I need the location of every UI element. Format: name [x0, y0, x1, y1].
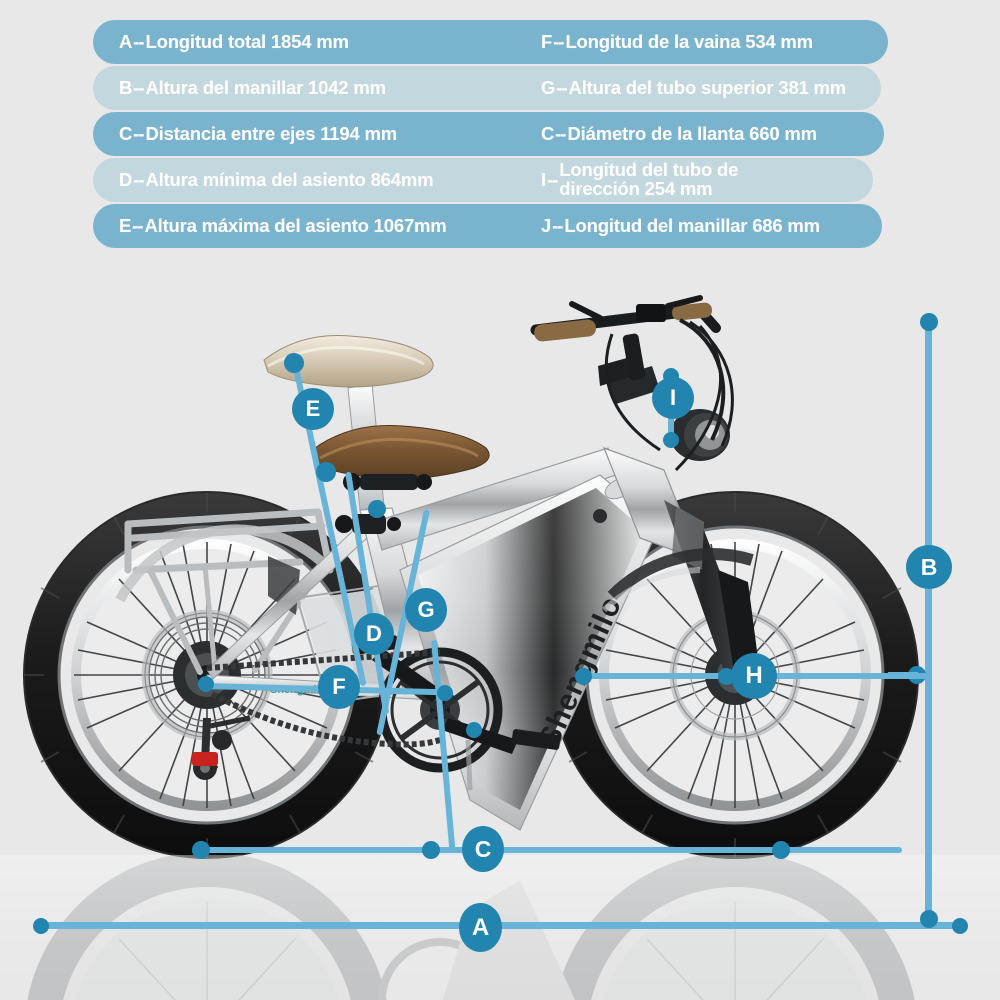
legend-item-f: F -- Longitud de la vaina 534 mm [541, 31, 813, 53]
legend-dash-d: -- [133, 169, 144, 190]
legend-tag-i: I [541, 168, 546, 190]
bike-illustration: Shengmilo [0, 295, 1000, 1000]
legend-dash-h: -- [555, 123, 566, 144]
legend-tag-e: E [119, 215, 132, 236]
measure-badge-c[interactable]: C [462, 826, 504, 872]
legend-item-a: A -- Longitud total 1854 mm [119, 31, 349, 53]
frame-button [593, 509, 607, 523]
grip-right [672, 302, 713, 321]
legend-text-d: Altura mínima del asiento 864mm [145, 169, 434, 190]
front-fender [607, 548, 754, 601]
legend-item-j: J -- Longitud del manillar 686 mm [541, 215, 820, 237]
grip-left [534, 319, 596, 342]
legend-item-b: B -- Altura del manillar 1042 mm [119, 77, 386, 99]
seat-lower [311, 425, 490, 480]
measure-badge-f[interactable]: F [318, 665, 360, 709]
legend-dash-i: -- [546, 168, 558, 190]
legend-row-4: D -- Altura mínima del asiento 864mm I -- Lo… [93, 158, 873, 202]
legend-dash-c: -- [133, 123, 144, 144]
legend-text-g: Altura del tubo superior 381 mm [568, 77, 847, 98]
legend-text-f: Longitud de la vaina 534 mm [565, 31, 813, 52]
legend-text-a: Longitud total 1854 mm [145, 31, 349, 52]
legend-item-d: D -- Altura mínima del asiento 864mm [119, 169, 434, 191]
legend-item-i: I -- Longitud del tubo de dirección 254 mm [541, 159, 814, 199]
legend-item-h: C -- Diámetro de la llanta 660 mm [541, 123, 817, 145]
legend-text-e: Altura máxima del asiento 1067mm [144, 215, 447, 236]
legend-item-e: E -- Altura máxima del asiento 1067mm [119, 215, 447, 237]
legend-panel: A -- Longitud total 1854 mm F -- Longitud de… [93, 20, 888, 250]
measure-badge-b[interactable]: B [906, 545, 952, 589]
legend-dash-b: -- [133, 77, 144, 98]
legend-tag-b: B [119, 77, 133, 98]
measure-badge-a[interactable]: A [459, 903, 502, 952]
legend-text-h: Diámetro de la llanta 660 mm [567, 123, 818, 144]
legend-tag-c: C [119, 123, 133, 144]
legend-row-2: B -- Altura del manillar 1042 mm G -- Altura… [93, 66, 881, 110]
bike-photo: Shengmilo [0, 270, 1000, 1000]
legend-tag-h: C [541, 123, 555, 144]
legend-item-c: C -- Distancia entre ejes 1194 mm [119, 123, 397, 145]
legend-text-c: Distancia entre ejes 1194 mm [145, 123, 398, 144]
legend-item-g: G -- Altura del tubo superior 381 mm [541, 77, 846, 99]
legend-dash-e: -- [132, 215, 143, 236]
legend-row-5: E -- Altura máxima del asiento 1067mm J -- L… [93, 204, 882, 248]
legend-dash-j: -- [552, 215, 563, 236]
rear-rack [124, 508, 334, 675]
chain-lower [210, 691, 441, 748]
legend-tag-j: J [541, 215, 552, 236]
legend-dash-g: -- [556, 77, 567, 98]
legend-text-b: Altura del manillar 1042 mm [145, 77, 387, 98]
legend-text-j: Longitud del manillar 686 mm [564, 215, 820, 236]
measure-badge-g[interactable]: G [405, 588, 447, 632]
legend-text-i: Longitud del tubo de dirección 254 mm [559, 159, 739, 199]
legend-tag-a: A [119, 31, 133, 52]
measure-badge-i[interactable]: I [652, 377, 694, 419]
legend-tag-g: G [541, 77, 556, 98]
legend-dash-f: -- [553, 31, 564, 52]
handlebar-assembly [530, 295, 734, 472]
measure-badge-h[interactable]: H [731, 653, 777, 699]
legend-tag-d: D [119, 169, 133, 190]
rear-derailleur [192, 715, 251, 780]
seat-upper [263, 335, 434, 388]
legend-row-1: A -- Longitud total 1854 mm F -- Longitud de… [93, 20, 888, 64]
measure-badge-d[interactable]: D [354, 613, 394, 655]
legend-dash-a: -- [133, 31, 144, 52]
display [636, 304, 666, 322]
legend-tag-f: F [541, 31, 553, 52]
measure-badge-e[interactable]: E [292, 388, 334, 430]
legend-row-3: C -- Distancia entre ejes 1194 mm C -- Diáme… [93, 112, 884, 156]
